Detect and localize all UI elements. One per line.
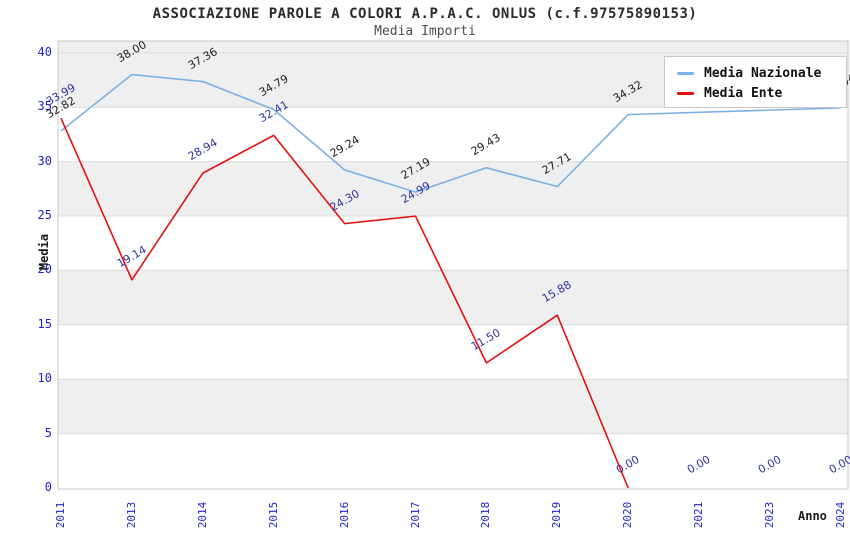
y-tick-label: 40	[37, 44, 52, 59]
legend: Media Nazionale Media Ente	[664, 56, 847, 108]
chart-title: ASSOCIAZIONE PAROLE A COLORI A.P.A.C. ON…	[152, 6, 698, 22]
series-line-media-nazionale	[60, 73, 841, 193]
x-tick-label: 2016	[337, 501, 351, 529]
legend-swatch-nazionale-icon	[677, 71, 694, 75]
legend-item-media-nazionale: Media Nazionale	[677, 63, 846, 83]
x-tick-label: 2015	[266, 501, 280, 529]
plot-border	[57, 40, 849, 490]
legend-label-ente: Media Ente	[704, 85, 783, 101]
x-axis-title: Anno	[798, 509, 827, 523]
y-tick-label: 5	[44, 425, 52, 440]
y-tick-label: 30	[37, 153, 52, 168]
x-tick-label: 2021	[692, 501, 706, 529]
y-axis-title: Media	[37, 233, 51, 271]
y-tick-label: 25	[37, 208, 52, 222]
y-tick-label: 20	[37, 262, 52, 277]
x-tick-label: 2011	[54, 501, 67, 529]
legend-item-media-ente: Media Ente	[677, 83, 846, 103]
y-tick-label: 15	[37, 316, 52, 331]
series-line-media-ente	[60, 117, 629, 489]
y-tick-label: 10	[37, 371, 52, 386]
plot-band	[58, 161, 848, 216]
x-tick-label: 2017	[408, 501, 422, 529]
x-tick-label: 2019	[550, 501, 564, 529]
x-tick-label: 2023	[763, 501, 776, 529]
legend-swatch-ente-icon	[677, 91, 694, 95]
x-tick-label: 2024	[833, 501, 847, 529]
x-tick-label: 2014	[195, 501, 209, 529]
chart-subtitle: Media Importi	[374, 24, 476, 39]
x-tick-label: 2020	[621, 501, 635, 529]
x-tick-label: 2018	[479, 501, 493, 529]
y-tick-label: 35	[37, 99, 52, 114]
legend-label-nazionale: Media Nazionale	[704, 65, 822, 81]
plot-band	[58, 379, 848, 434]
x-tick-label: 2013	[124, 501, 138, 529]
y-tick-label: 0	[44, 480, 52, 494]
plot-band	[58, 270, 848, 325]
